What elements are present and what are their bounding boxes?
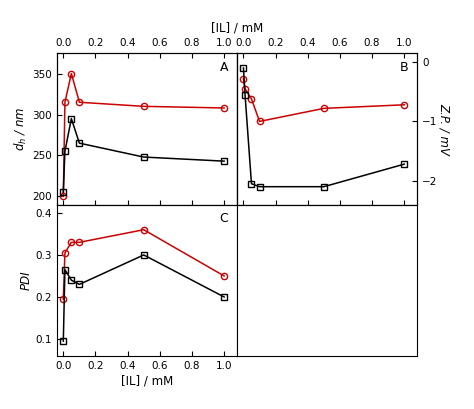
Text: A: A — [219, 61, 228, 74]
Text: B: B — [400, 61, 408, 74]
X-axis label: [IL] / mM: [IL] / mM — [121, 375, 173, 388]
Y-axis label: Z.P. / mV: Z.P. / mV — [438, 103, 451, 155]
Y-axis label: $d_{h}$ / nm: $d_{h}$ / nm — [13, 107, 29, 151]
Text: C: C — [219, 212, 228, 225]
Y-axis label: PDI: PDI — [20, 270, 33, 290]
Text: [IL] / mM: [IL] / mM — [211, 22, 263, 35]
